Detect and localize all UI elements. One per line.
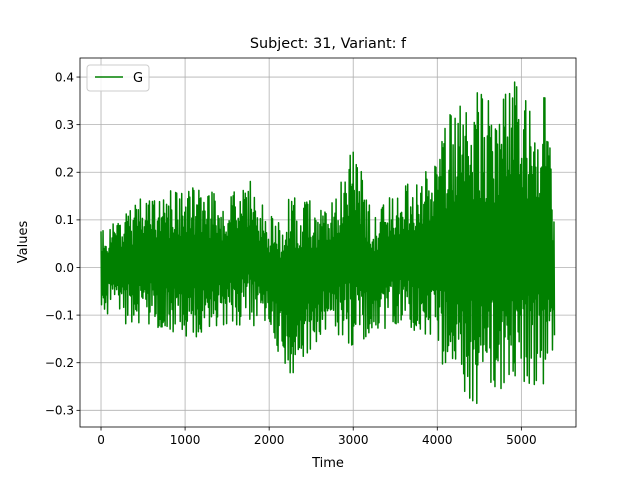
y-tick-label: 0.0 xyxy=(55,261,74,275)
chart-title: Subject: 31, Variant: f xyxy=(250,36,407,52)
y-tick-label: 0.2 xyxy=(55,166,74,180)
x-axis-label: Time xyxy=(311,456,344,471)
plot-area xyxy=(100,81,556,405)
y-axis-label: Values xyxy=(16,221,31,264)
legend-label-g: G xyxy=(133,71,143,86)
y-tick-label: −0.3 xyxy=(45,404,74,418)
x-tick-label: 4000 xyxy=(422,433,453,447)
x-tick-label: 5000 xyxy=(506,433,537,447)
y-tick-label: 0.1 xyxy=(55,213,74,227)
y-axis: −0.3 −0.2 −0.1 0.0 0.1 0.2 0.3 0.4 xyxy=(45,70,80,418)
legend-box xyxy=(86,64,150,92)
series-line-g xyxy=(100,81,556,405)
y-tick-label: 0.3 xyxy=(55,118,74,132)
y-tick-label: −0.1 xyxy=(45,308,74,322)
legend: G xyxy=(86,64,150,92)
plot-frame xyxy=(79,57,577,428)
y-tick-label: −0.2 xyxy=(45,356,74,370)
x-axis: 0 1000 2000 3000 4000 5000 xyxy=(97,427,537,447)
x-tick-label: 1000 xyxy=(170,433,201,447)
x-tick-label: 3000 xyxy=(338,433,369,447)
y-tick-label: 0.4 xyxy=(55,70,74,84)
x-tick-label: 0 xyxy=(97,433,105,447)
x-tick-label: 2000 xyxy=(254,433,285,447)
